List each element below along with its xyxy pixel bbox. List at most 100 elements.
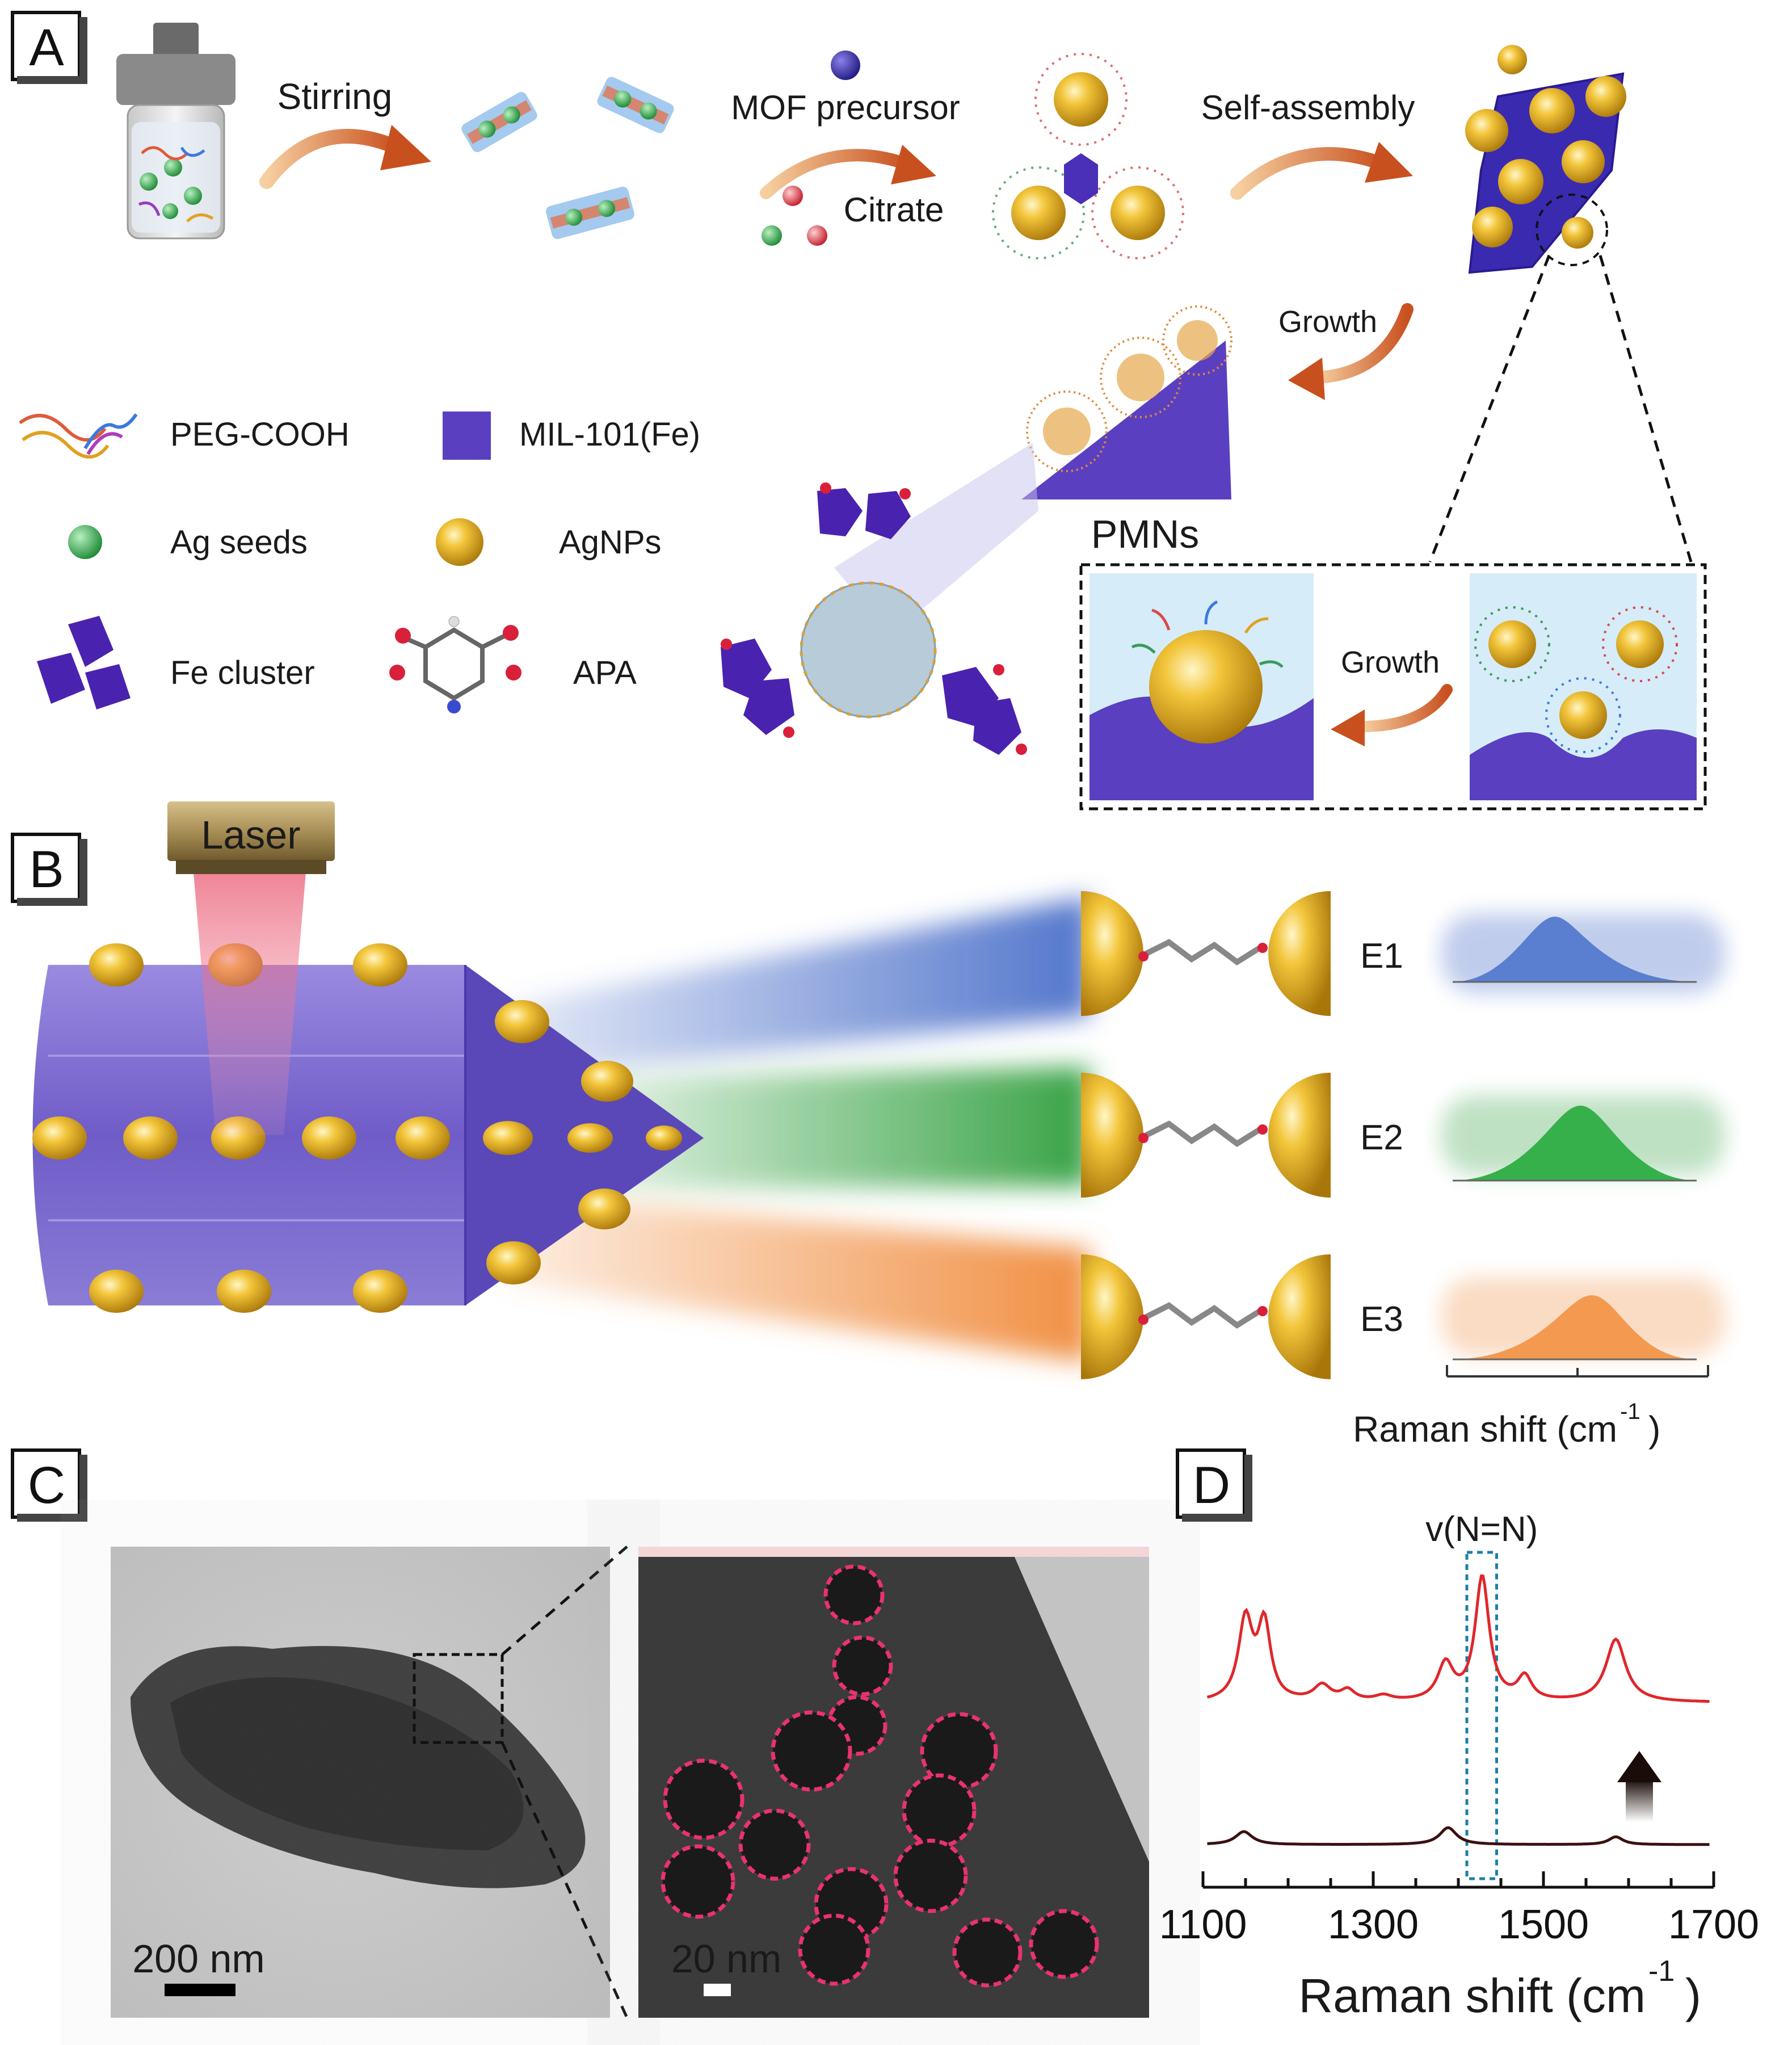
arrow-growth-top-head bbox=[1288, 358, 1325, 400]
label-growth-top: Growth bbox=[1278, 305, 1377, 339]
label-e2: E2 bbox=[1360, 1118, 1403, 1157]
tem-low-mag: 200 nm bbox=[111, 1547, 610, 2018]
label-b-axis-sup: -1 bbox=[1620, 1399, 1640, 1424]
x-ticks: 1100 1300 1500 1700 bbox=[1159, 1871, 1759, 1947]
panel-a-letter: A bbox=[29, 19, 64, 77]
peak-e3 bbox=[1453, 1295, 1697, 1359]
mof-precursor-sphere bbox=[831, 51, 860, 80]
legend-ag-seed-icon bbox=[68, 525, 102, 559]
junction-e3 bbox=[1081, 1254, 1331, 1379]
x-axis-label-close: ) bbox=[1685, 1969, 1701, 2022]
label-pmns: PMNs bbox=[1091, 512, 1200, 556]
coated-agnps-trio bbox=[992, 53, 1184, 259]
np-circle bbox=[1029, 1909, 1099, 1979]
np-circle bbox=[738, 1808, 811, 1881]
panel-d: D v(N=N) 1100 1300 1500 1700 Raman shift (c… bbox=[1159, 1448, 1760, 2022]
arrow-mof bbox=[760, 149, 914, 199]
np-circle bbox=[952, 1917, 1023, 1988]
tem-zoom-box bbox=[413, 1653, 504, 1744]
arrow-stirring-head bbox=[380, 125, 431, 170]
x-axis-label-sup: -1 bbox=[1648, 1955, 1675, 1988]
legend-apa-molecule-icon bbox=[389, 616, 521, 713]
nn-highlight-band bbox=[1465, 1551, 1498, 1880]
raman-chart: v(N=N) 1100 1300 1500 1700 Raman shift (cm … bbox=[1159, 1510, 1760, 2022]
legend-peg-cooh: PEG-COOH bbox=[170, 416, 350, 453]
np-circle bbox=[893, 1838, 968, 1913]
panel-c-box bbox=[11, 1448, 81, 1519]
label-inset-growth: Growth bbox=[1341, 645, 1440, 679]
peak-e2 bbox=[1453, 1106, 1697, 1181]
x-tick-label: 1700 bbox=[1668, 1902, 1759, 1947]
label-e3: E3 bbox=[1360, 1300, 1403, 1339]
arrow-inset-growth-head bbox=[1331, 709, 1365, 746]
peak-e1 bbox=[1453, 917, 1697, 982]
legend-agnps: AgNPs bbox=[559, 524, 662, 561]
panel-b-box bbox=[11, 833, 81, 903]
label-laser: Laser bbox=[201, 813, 300, 857]
citrate-green bbox=[762, 225, 782, 246]
label-mof-precursor: MOF precursor bbox=[731, 89, 960, 127]
citrate-red-2 bbox=[807, 225, 827, 246]
panel-b-box-shadow bbox=[17, 898, 84, 906]
arrow-stirring bbox=[259, 129, 405, 189]
fe-cluster-cage bbox=[721, 443, 1038, 755]
pmn-slab bbox=[1021, 305, 1232, 499]
laser-beam bbox=[193, 866, 306, 1135]
zoom-line-right bbox=[1599, 255, 1693, 562]
legend-apa: APA bbox=[573, 654, 637, 691]
panel-b: B bbox=[11, 801, 1725, 1450]
np-circle bbox=[798, 1913, 870, 1986]
panel-a: A Stirring bbox=[11, 11, 1707, 811]
tem-scale-bar-right bbox=[704, 1984, 731, 1996]
np-circle bbox=[823, 1564, 885, 1626]
growth-inset-box bbox=[1079, 563, 1707, 811]
x-tick-label: 1300 bbox=[1328, 1902, 1419, 1947]
x-tick-label: 1100 bbox=[1159, 1902, 1247, 1947]
panel-a-box-shadow bbox=[17, 76, 84, 84]
micelles bbox=[461, 77, 674, 240]
legend-agnp-icon bbox=[436, 518, 483, 566]
series-top-line bbox=[1206, 1574, 1710, 1703]
np-circle bbox=[663, 1758, 744, 1840]
panel-c-box-shadow-side bbox=[79, 1455, 87, 1522]
junction-e2 bbox=[1081, 1073, 1331, 1198]
annotation-nn: v(N=N) bbox=[1425, 1510, 1538, 1549]
panel-b-letter: B bbox=[29, 841, 64, 898]
label-scale-20nm: 20 nm bbox=[671, 1937, 782, 1981]
panel-c: C 200 nm bbox=[11, 1448, 1149, 2019]
beam-orange bbox=[511, 1192, 1089, 1362]
zoom-line-left bbox=[1428, 255, 1551, 562]
tem-zoom-line-top bbox=[501, 1546, 628, 1656]
np-circle bbox=[902, 1773, 977, 1848]
arrow-growth-top bbox=[1310, 303, 1414, 384]
arrow-inset-growth bbox=[1356, 684, 1453, 732]
citrate-red-1 bbox=[783, 186, 803, 206]
laser-head bbox=[167, 801, 335, 861]
panel-d-box-shadow-side bbox=[1244, 1455, 1252, 1522]
label-e1: E1 bbox=[1360, 937, 1403, 976]
np-circle bbox=[832, 1635, 893, 1697]
arrow-self-assembly bbox=[1230, 147, 1391, 200]
np-circle bbox=[771, 1710, 852, 1792]
label-stirring: Stirring bbox=[277, 76, 393, 117]
panel-b-axis bbox=[1446, 1365, 1709, 1378]
growth-up-arrow bbox=[1617, 1751, 1661, 1822]
arrow-self-assembly-head bbox=[1365, 142, 1413, 183]
panel-c-letter: C bbox=[28, 1456, 65, 1514]
legend-mil-101: MIL-101(Fe) bbox=[519, 416, 700, 453]
junction-e1 bbox=[1081, 891, 1331, 1016]
arrow-mof-head bbox=[891, 145, 936, 184]
panel-d-box-shadow bbox=[1182, 1514, 1249, 1522]
legend: PEG-COOH MIL-101(Fe) Ag seeds AgNPs Fe c… bbox=[19, 411, 700, 713]
np-circle bbox=[661, 1844, 735, 1919]
legend-mil-swatch bbox=[443, 411, 491, 460]
label-b-axis: Raman shift (cm bbox=[1353, 1409, 1617, 1450]
label-scale-200nm: 200 nm bbox=[132, 1937, 264, 1981]
label-citrate: Citrate bbox=[844, 191, 944, 229]
legend-fe-cluster: Fe cluster bbox=[170, 654, 315, 691]
assembled-mof bbox=[1465, 45, 1626, 274]
x-axis-label: Raman shift (cm bbox=[1299, 1969, 1646, 2022]
panel-c-box-shadow bbox=[17, 1514, 84, 1522]
nanoparticle-circles bbox=[661, 1564, 1099, 1988]
crystal-agnps bbox=[32, 943, 682, 1313]
